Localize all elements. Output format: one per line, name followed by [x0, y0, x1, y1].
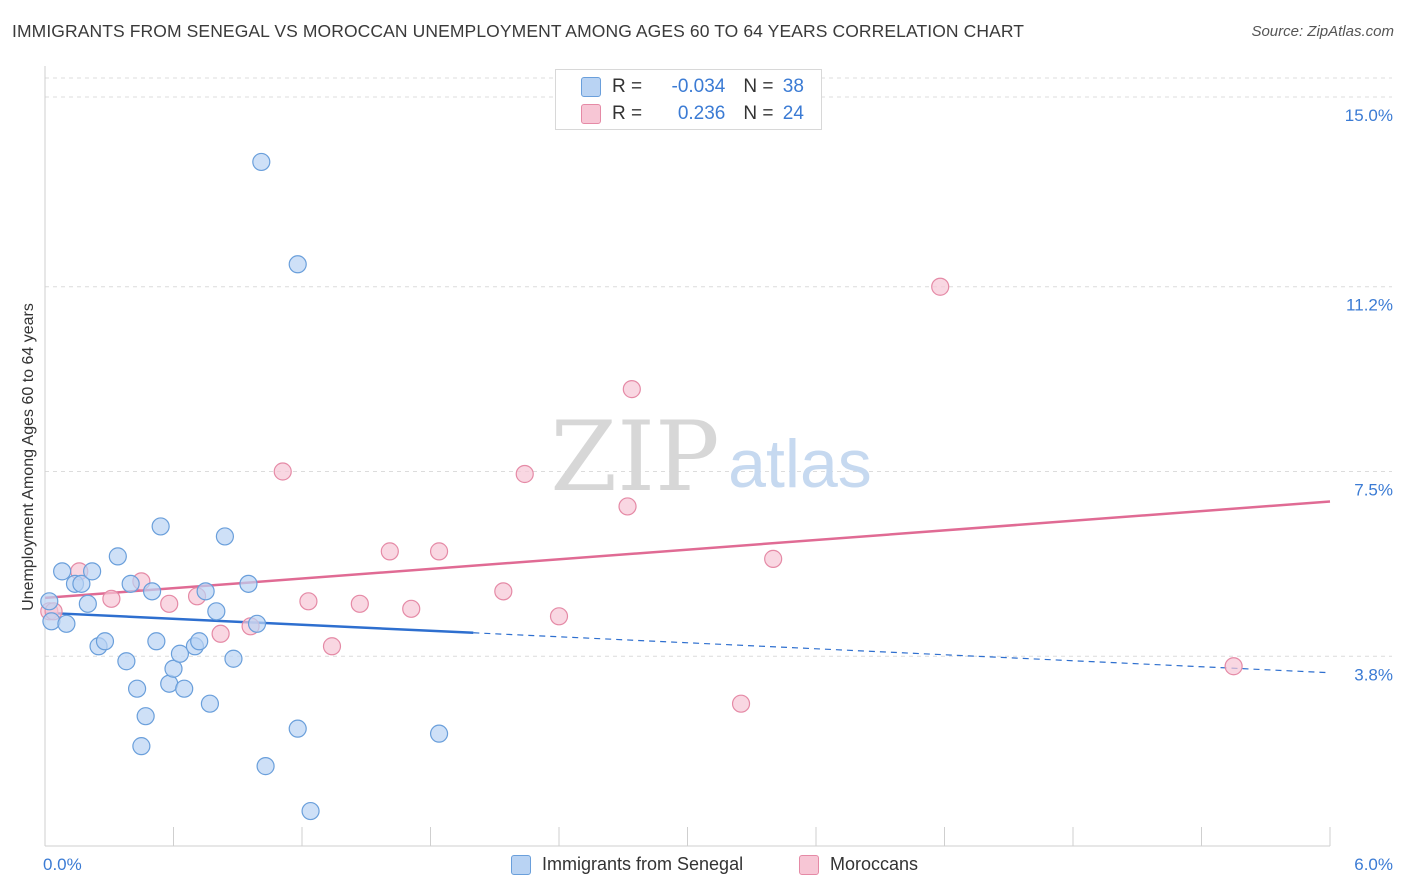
legend-swatch-blue: [511, 854, 531, 875]
point-moroccans: [299, 592, 318, 611]
point-senegal: [215, 527, 234, 546]
point-moroccans: [322, 637, 342, 656]
source-credit: Source: ZipAtlas.com: [1251, 23, 1394, 40]
n-value: 24: [782, 103, 804, 124]
trend-lines: [44, 500, 1331, 674]
point-senegal: [164, 659, 183, 678]
point-moroccans: [160, 594, 179, 613]
point-senegal: [256, 757, 275, 776]
data-points: [40, 152, 1243, 821]
point-moroccans: [102, 589, 121, 608]
gridlines: [45, 77, 1392, 657]
point-moroccans: [402, 599, 421, 618]
point-senegal: [108, 547, 127, 566]
point-senegal: [117, 652, 136, 671]
axes: [44, 66, 1331, 847]
r-label: R =: [612, 76, 648, 97]
legend-swatch-pink: [799, 854, 819, 875]
point-moroccans: [515, 464, 534, 484]
r-value: -0.034: [671, 76, 726, 97]
point-senegal: [207, 602, 226, 621]
x-tick-label: 6.0%: [1354, 855, 1393, 874]
point-senegal: [301, 801, 320, 821]
point-senegal: [429, 724, 449, 743]
legend-label: Moroccans: [830, 854, 919, 874]
point-moroccans: [622, 380, 641, 399]
point-senegal: [127, 679, 147, 698]
swatch-pink: [581, 104, 601, 124]
point-senegal: [196, 582, 215, 601]
point-moroccans: [211, 624, 230, 643]
point-moroccans: [764, 549, 783, 568]
n-label: N =: [743, 76, 779, 97]
x-tick-label: 0.0%: [43, 855, 82, 874]
point-senegal: [132, 737, 151, 756]
r-value: 0.236: [677, 103, 726, 124]
legend-item-senegal[interactable]: Immigrants from Senegal: [511, 854, 743, 875]
point-moroccans: [429, 542, 449, 561]
point-senegal: [78, 594, 97, 613]
y-tick-label: 15.0%: [1345, 106, 1393, 125]
point-senegal: [95, 632, 115, 651]
stats-legend: R = -0.034 N = 38 R = 0.236 N = 24: [555, 69, 822, 130]
point-senegal: [224, 649, 243, 668]
point-moroccans: [273, 462, 292, 481]
point-senegal: [53, 562, 72, 581]
point-senegal: [42, 612, 61, 631]
point-senegal: [239, 574, 258, 593]
point-moroccans: [731, 694, 751, 713]
point-senegal: [121, 574, 140, 593]
point-senegal: [175, 679, 194, 698]
point-moroccans: [380, 542, 399, 561]
point-senegal: [151, 517, 170, 536]
r-label: R =: [612, 103, 648, 124]
point-senegal: [252, 152, 271, 172]
watermark-atlas: atlas: [728, 426, 872, 502]
point-senegal: [247, 614, 267, 633]
point-senegal: [288, 255, 307, 274]
trend-line-senegal-extension: [473, 632, 1331, 674]
point-senegal: [57, 614, 76, 633]
legend-item-moroccans[interactable]: Moroccans: [799, 854, 918, 875]
y-tick-label: 11.2%: [1346, 296, 1393, 315]
trend-line-moroccans: [44, 500, 1331, 600]
point-senegal: [190, 632, 209, 651]
point-moroccans: [350, 594, 369, 613]
tick-labels: 3.8% 7.5% 11.2% 15.0% 0.0% 6.0%: [43, 106, 1393, 874]
legend-label: Immigrants from Senegal: [542, 854, 744, 874]
point-senegal: [40, 592, 59, 611]
watermark: ZIP atlas: [550, 401, 871, 513]
swatch-blue: [581, 77, 601, 97]
n-label: N =: [743, 103, 779, 124]
point-senegal: [147, 632, 166, 651]
point-senegal: [142, 582, 162, 601]
point-senegal: [170, 644, 190, 663]
y-tick-label: 7.5%: [1354, 481, 1393, 500]
point-senegal: [83, 562, 102, 581]
watermark-zip: ZIP: [550, 401, 719, 513]
point-senegal: [136, 707, 155, 726]
point-senegal: [200, 694, 220, 713]
point-moroccans: [494, 582, 513, 601]
stats-row-moroccans: R = 0.236 N = 24: [581, 103, 804, 125]
series-legend: Immigrants from Senegal Moroccans: [0, 850, 1406, 880]
point-moroccans: [549, 607, 569, 626]
point-senegal: [288, 719, 307, 738]
chart-title: IMMIGRANTS FROM SENEGAL VS MOROCCAN UNEM…: [12, 21, 1025, 41]
stats-row-senegal: R = -0.034 N = 38: [581, 76, 804, 98]
point-senegal: [72, 574, 91, 593]
point-moroccans: [931, 277, 950, 296]
point-moroccans: [1224, 657, 1243, 676]
point-moroccans: [618, 497, 637, 516]
n-value: 38: [782, 76, 804, 97]
y-tick-label: 3.8%: [1354, 665, 1393, 684]
